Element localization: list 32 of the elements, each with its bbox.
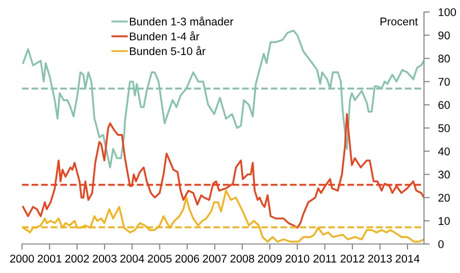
line-series xyxy=(22,113,424,229)
y-tick-label: 70 xyxy=(438,78,450,86)
y-tick-label: 50 xyxy=(438,124,450,132)
legend-label: Bunden 1-3 månader xyxy=(130,16,234,26)
y-tick-label: 20 xyxy=(438,194,450,202)
x-tick-label: 2003 xyxy=(92,254,116,263)
x-tick-label: 2004 xyxy=(120,254,144,263)
x-tick-label: 2008 xyxy=(230,254,254,263)
x-tick-label: 2011 xyxy=(313,254,336,263)
x-tick-label: 2007 xyxy=(202,254,227,263)
line-series xyxy=(22,30,424,168)
y-tick-label: 30 xyxy=(438,170,450,179)
x-tick-label: 2005 xyxy=(148,254,172,263)
y-tick-label: 60 xyxy=(438,101,450,109)
x-tick-label: 2010 xyxy=(286,254,310,263)
x-tick-label: 2012 xyxy=(340,254,364,263)
y-tick-label: 10 xyxy=(438,217,450,225)
x-tick-label: 2001 xyxy=(38,254,62,263)
x-tick-label: 2000 xyxy=(10,254,34,263)
y-tick-label: 40 xyxy=(438,147,450,156)
legend-label: Bunden 1-4 år xyxy=(130,31,200,40)
x-tick-label: 2006 xyxy=(175,254,200,263)
y-axis-title: Procent xyxy=(380,18,418,26)
x-tick-label: 2013 xyxy=(368,254,392,263)
y-tick-label: 80 xyxy=(438,54,450,63)
x-tick-label: 2014 xyxy=(396,254,420,263)
x-tick-label: 2002 xyxy=(65,254,89,263)
y-tick-label: 0 xyxy=(438,240,444,248)
legend-label: Bunden 5-10 år xyxy=(130,46,206,56)
x-tick-label: 2009 xyxy=(258,254,282,263)
y-tick-label: 90 xyxy=(438,31,450,40)
y-tick-label: 100 xyxy=(438,8,456,16)
